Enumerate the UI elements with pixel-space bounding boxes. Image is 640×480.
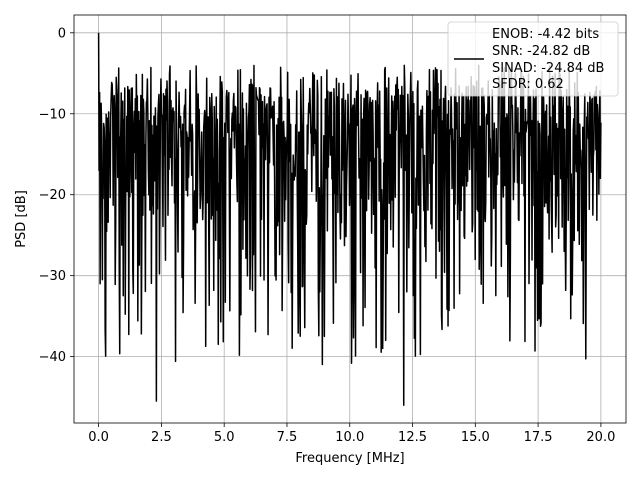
y-axis-ticks: 0 −10 −20 −30 −40 xyxy=(39,26,74,365)
x-tick-label: 5.0 xyxy=(214,430,235,445)
legend-entry-sfdr: SFDR: 0.62 xyxy=(492,77,564,92)
y-tick-label: −40 xyxy=(39,350,66,365)
x-axis-ticks: 0.0 2.5 5.0 7.5 10.0 12.5 15.0 17.5 20.0 xyxy=(88,423,615,445)
y-tick-label: −30 xyxy=(39,269,66,284)
legend: ENOB: -4.42 bits SNR: -24.82 dB SINAD: -… xyxy=(447,21,619,97)
plot-area xyxy=(97,32,602,406)
x-tick-label: 2.5 xyxy=(151,430,172,445)
x-tick-label: 15.0 xyxy=(461,430,490,445)
y-tick-label: −10 xyxy=(39,107,66,122)
psd-series-line xyxy=(97,32,602,406)
x-tick-label: 20.0 xyxy=(586,430,615,445)
legend-entry-enob: ENOB: -4.42 bits xyxy=(492,27,599,42)
x-tick-label: 7.5 xyxy=(277,430,298,445)
legend-entry-sinad: SINAD: -24.84 dB xyxy=(492,61,604,76)
x-tick-label: 10.0 xyxy=(335,430,364,445)
legend-entry-snr: SNR: -24.82 dB xyxy=(492,44,590,59)
x-tick-label: 0.0 xyxy=(88,430,109,445)
legend-box xyxy=(447,21,619,97)
x-axis-label: Frequency [MHz] xyxy=(295,451,404,466)
y-tick-label: 0 xyxy=(58,26,66,41)
y-axis-label: PSD [dB] xyxy=(14,190,29,248)
y-tick-label: −20 xyxy=(39,188,66,203)
x-tick-label: 12.5 xyxy=(398,430,427,445)
x-tick-label: 17.5 xyxy=(524,430,553,445)
